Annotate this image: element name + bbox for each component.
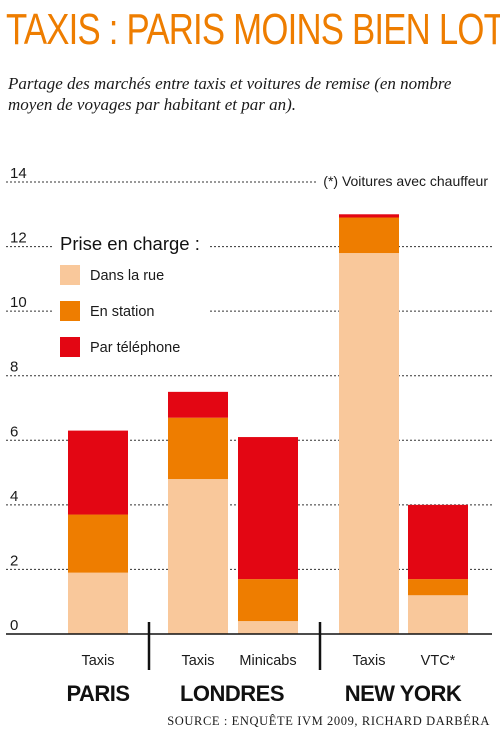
x-category-label: Taxis	[81, 653, 114, 669]
bar-segment	[168, 391, 228, 418]
bar-segment	[408, 504, 468, 580]
bar-segment	[408, 595, 468, 634]
note-background	[318, 170, 492, 190]
bar-segment	[408, 579, 468, 596]
bar-segment	[68, 572, 128, 634]
legend-title: Prise en charge :	[60, 233, 200, 254]
y-tick-label: 6	[10, 423, 18, 440]
bar-segment	[168, 417, 228, 480]
bar-segment	[238, 621, 298, 634]
source-credit: SOURCE : ENQUÊTE IVM 2009, RICHARD DARBÉ…	[167, 714, 490, 728]
x-group-label: LONDRES	[180, 681, 284, 706]
x-category-label: Taxis	[181, 653, 214, 669]
legend-swatch	[60, 265, 80, 285]
bar-segment	[238, 579, 298, 622]
y-tick-label: 2	[10, 552, 18, 569]
y-tick-label: 14	[10, 165, 27, 182]
bar-segment	[339, 214, 399, 218]
y-tick-label: 4	[10, 488, 18, 505]
chart-note: (*) Voitures avec chauffeur	[323, 173, 488, 189]
x-category-label: Minicabs	[239, 653, 296, 669]
x-group-label: PARIS	[66, 681, 129, 706]
x-category-label: Taxis	[352, 653, 385, 669]
x-category-label: VTC*	[421, 653, 456, 669]
bar-segment	[238, 437, 298, 580]
bar-segment	[68, 430, 128, 515]
x-group-label: NEW YORK	[345, 681, 462, 706]
bar-segment	[339, 217, 399, 254]
legend-label: En station	[90, 304, 155, 320]
bar-segment	[339, 253, 399, 634]
legend-label: Dans la rue	[90, 268, 164, 284]
bar-segment	[168, 479, 228, 634]
y-tick-label: 12	[10, 230, 27, 247]
legend-label: Par téléphone	[90, 340, 180, 356]
legend-swatch	[60, 337, 80, 357]
chart-subtitle: Partage des marchés entre taxis et voitu…	[8, 74, 452, 114]
y-tick-label: 8	[10, 359, 18, 376]
bar-segment	[68, 514, 128, 573]
y-tick-label: 10	[10, 294, 27, 311]
chart-title: TAXIS : PARIS MOINS BIEN LOTI	[6, 5, 500, 54]
y-tick-label: 0	[10, 617, 18, 634]
legend-swatch	[60, 301, 80, 321]
